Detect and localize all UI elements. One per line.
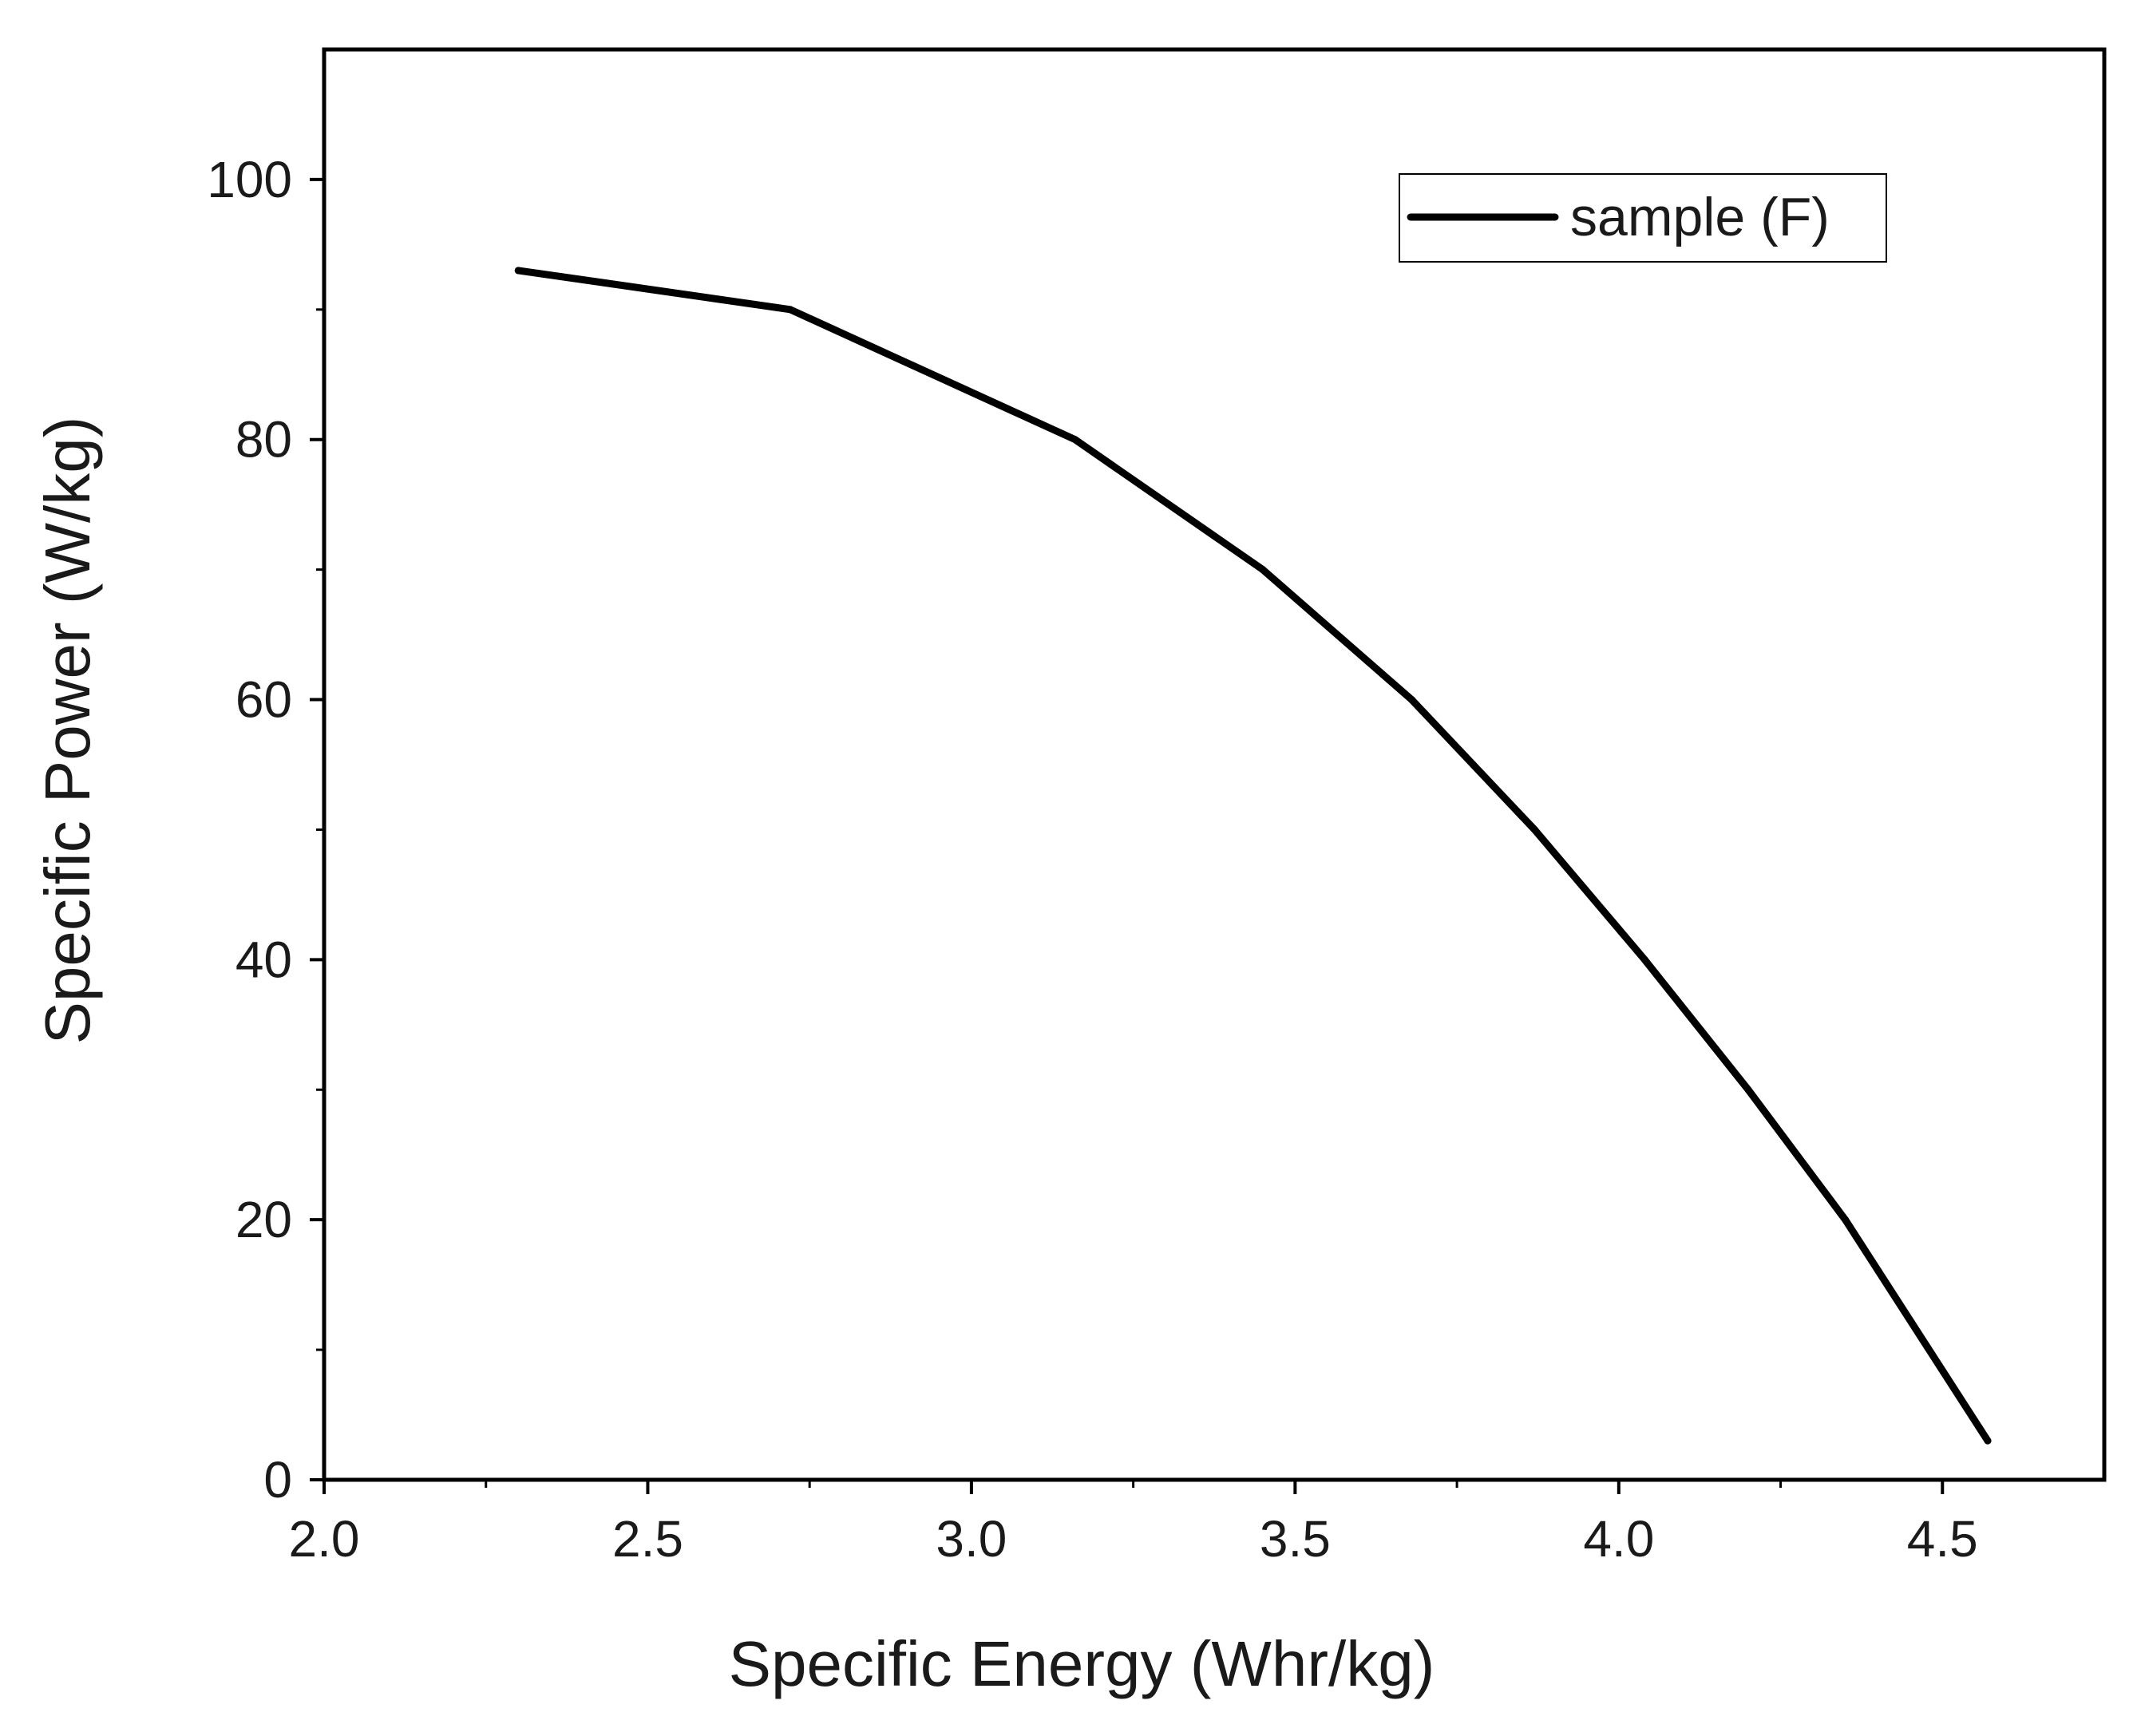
x-axis-title: Specific Energy (Whr/kg) xyxy=(729,1628,1435,1699)
y-tick-label: 60 xyxy=(235,671,292,729)
data-point xyxy=(1640,955,1648,963)
axis-ticks xyxy=(310,177,1945,1494)
x-tick-labels: 2.0 2.5 3.0 3.5 4.0 4.5 xyxy=(289,1510,1978,1568)
data-point xyxy=(1744,1085,1752,1093)
data-point xyxy=(1842,1216,1850,1224)
data-point xyxy=(1407,696,1415,704)
x-tick-label: 4.5 xyxy=(1907,1510,1978,1568)
data-point xyxy=(1530,825,1538,833)
x-tick-label: 2.5 xyxy=(612,1510,683,1568)
y-tick-label: 40 xyxy=(235,931,292,988)
legend-label: sample (F) xyxy=(1570,187,1830,247)
y-tick-label: 20 xyxy=(235,1191,292,1248)
data-point xyxy=(1071,436,1079,444)
y-tick-label: 80 xyxy=(235,411,292,469)
series-line-sample-f xyxy=(514,267,1992,1445)
plot-frame xyxy=(322,47,2107,1482)
data-point xyxy=(1259,566,1267,574)
data-points xyxy=(514,267,1992,1445)
data-point xyxy=(786,306,794,314)
x-tick-label: 4.0 xyxy=(1583,1510,1654,1568)
x-tick-label: 3.0 xyxy=(936,1510,1007,1568)
y-tick-label: 100 xyxy=(207,151,292,208)
x-tick-label: 3.5 xyxy=(1260,1510,1331,1568)
y-tick-labels: 0 20 40 60 80 100 xyxy=(207,151,292,1509)
legend: sample (F) xyxy=(1399,173,1887,263)
x-tick-label: 2.0 xyxy=(289,1510,360,1568)
y-tick-label: 0 xyxy=(263,1451,292,1509)
data-point xyxy=(1984,1437,1992,1445)
y-axis-title: Specific Power (W/kg) xyxy=(32,417,103,1045)
data-point xyxy=(514,267,522,275)
